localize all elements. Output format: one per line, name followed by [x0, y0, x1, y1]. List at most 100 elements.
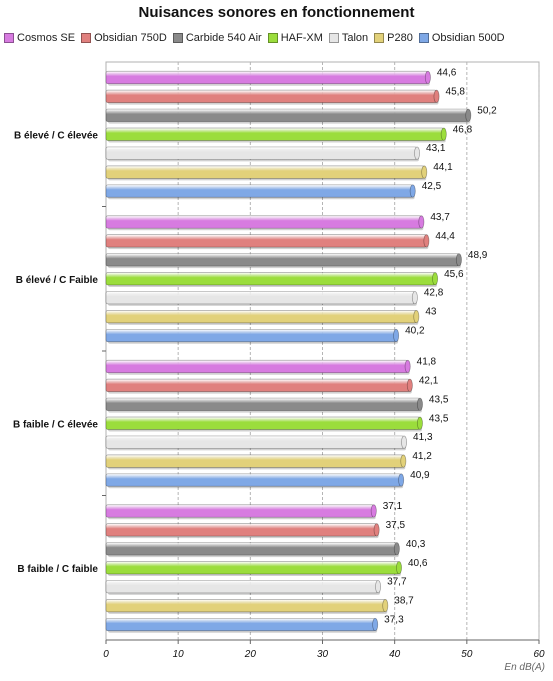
- data-label: 43,5: [429, 394, 449, 405]
- data-label: 44,1: [433, 162, 453, 173]
- bar-end-cap: [411, 291, 418, 305]
- bar: [105, 542, 398, 556]
- bar-end-cap: [373, 523, 380, 537]
- bar: [105, 397, 421, 411]
- data-label: 48,9: [468, 250, 488, 261]
- x-tick-label: 20: [244, 649, 257, 660]
- x-tick-label: 10: [173, 649, 185, 660]
- bar-end-cap: [393, 328, 400, 343]
- legend-swatch: [374, 33, 385, 43]
- legend-label: Cosmos SE: [17, 32, 76, 44]
- bar-end-cap: [375, 580, 382, 594]
- bar-end-cap: [465, 108, 472, 122]
- bar-end-cap: [406, 378, 413, 392]
- x-tick-label: 40: [389, 649, 401, 660]
- data-label: 40,9: [410, 470, 430, 481]
- data-label: 50,2: [477, 105, 497, 116]
- bar-end-cap: [423, 234, 430, 248]
- bar-end-cap: [382, 599, 389, 613]
- legend-swatch: [328, 33, 339, 43]
- legend-item: P280: [374, 32, 413, 44]
- x-tick-label: 60: [533, 649, 545, 660]
- legend-label: Obsidian 750D: [94, 32, 167, 44]
- legend-item: Cosmos SE: [4, 32, 75, 44]
- bar: [105, 416, 421, 430]
- data-label: 45,8: [446, 86, 466, 97]
- chart-title: Nuisances sonores en fonctionnement: [138, 4, 415, 21]
- bar: [105, 580, 379, 594]
- legend-label: Talon: [341, 32, 369, 44]
- bar: [105, 454, 404, 468]
- legend-swatch: [4, 33, 14, 43]
- data-label: 38,7: [394, 596, 414, 607]
- bar: [105, 146, 418, 160]
- data-label: 44,4: [435, 231, 455, 242]
- bar: [105, 328, 397, 343]
- data-label: 40,6: [408, 558, 428, 569]
- bar: [105, 127, 445, 141]
- x-tick-label: 30: [317, 649, 329, 660]
- legend-item: Talon: [328, 32, 369, 44]
- data-label: 37,3: [384, 615, 404, 626]
- legend-item: Obsidian 750D: [81, 32, 167, 44]
- data-label: 37,7: [387, 577, 407, 588]
- bar-end-cap: [421, 165, 428, 179]
- bar: [105, 253, 460, 267]
- legend-swatch: [267, 33, 278, 43]
- data-label: 41,2: [412, 451, 432, 462]
- bar: [105, 272, 436, 286]
- bar: [105, 523, 377, 537]
- bar-end-cap: [416, 397, 423, 411]
- bar: [105, 215, 422, 229]
- legend-label: Carbide 540 Air: [185, 32, 262, 44]
- bar-end-cap: [372, 617, 379, 632]
- data-label: 40,2: [405, 326, 425, 337]
- legend-label: HAF-XM: [280, 32, 323, 44]
- bar-end-cap: [414, 146, 420, 160]
- bar: [105, 89, 437, 103]
- bar-end-cap: [396, 561, 402, 575]
- bar: [105, 561, 400, 575]
- x-tick-label: 0: [103, 649, 109, 660]
- legend-item: Carbide 540 Air: [172, 32, 262, 44]
- bar: [105, 473, 402, 487]
- legend-label: P280: [387, 32, 413, 44]
- legend-swatch: [418, 33, 429, 43]
- data-label: 43: [425, 307, 437, 318]
- bar-end-cap: [440, 127, 447, 141]
- bar: [105, 70, 429, 85]
- bar: [105, 378, 411, 392]
- data-label: 45,6: [444, 269, 464, 280]
- data-label: 42,5: [422, 181, 442, 192]
- data-label: 43,7: [430, 212, 450, 223]
- bar: [105, 108, 469, 122]
- bar-end-cap: [370, 504, 377, 518]
- x-tick-label: 50: [461, 649, 473, 660]
- data-label: 42,8: [424, 288, 444, 299]
- bar-end-cap: [418, 215, 425, 229]
- data-label: 41,3: [413, 432, 433, 443]
- bar-end-cap: [409, 184, 416, 198]
- legend-item: HAF-XM: [267, 32, 323, 44]
- bar: [105, 234, 427, 248]
- bar: [105, 617, 376, 632]
- bar: [105, 184, 414, 198]
- legend: Cosmos SE Obsidian 750D Carbide 540 Air HAF…: [4, 28, 552, 48]
- bar-end-cap: [413, 310, 420, 324]
- unit-label: En dB(A): [504, 662, 545, 673]
- data-label: 46,8: [453, 124, 473, 135]
- bar-end-cap: [433, 89, 440, 103]
- bar-end-cap: [400, 454, 407, 468]
- bar-end-cap: [398, 473, 405, 487]
- bar: [105, 504, 375, 518]
- bar-end-cap: [401, 435, 407, 449]
- legend-item: Obsidian 500D: [418, 32, 505, 44]
- bar-end-cap: [424, 70, 431, 85]
- bar: [105, 599, 386, 613]
- category-label: B faible / C élevée: [13, 419, 98, 430]
- bar: [105, 359, 409, 374]
- data-label: 42,1: [419, 375, 439, 386]
- bar-end-cap: [416, 416, 423, 430]
- bar-end-cap: [393, 542, 400, 556]
